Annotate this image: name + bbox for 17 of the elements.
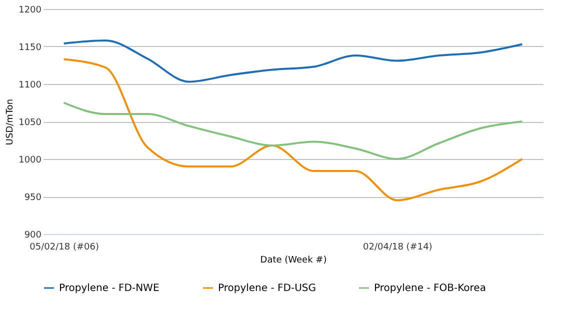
y-axis-title: USD/mTon: [6, 98, 16, 146]
x-axis-title: Date (Week #): [260, 256, 327, 266]
line-series: [62, 40, 524, 83]
x-tick-label: 05/02/18 (#06): [30, 242, 99, 252]
line-series: [62, 58, 524, 202]
y-tick-label: 1050: [18, 118, 42, 128]
x-tick-label: 02/04/18 (#14): [363, 242, 432, 252]
legend-label: Propylene - FOB-Korea: [374, 283, 486, 294]
y-tick-label: 1200: [18, 6, 42, 16]
legend-label: Propylene - FD-NWE: [59, 283, 160, 294]
line-series: [62, 102, 524, 160]
y-tick-label: 900: [24, 230, 42, 240]
y-tick-label: 1000: [18, 156, 42, 166]
y-tick-label: 1150: [18, 43, 42, 53]
legend-label: Propylene - FD-USG: [218, 283, 316, 294]
y-tick-label: 1100: [18, 80, 42, 90]
y-tick-label: 950: [24, 193, 42, 203]
